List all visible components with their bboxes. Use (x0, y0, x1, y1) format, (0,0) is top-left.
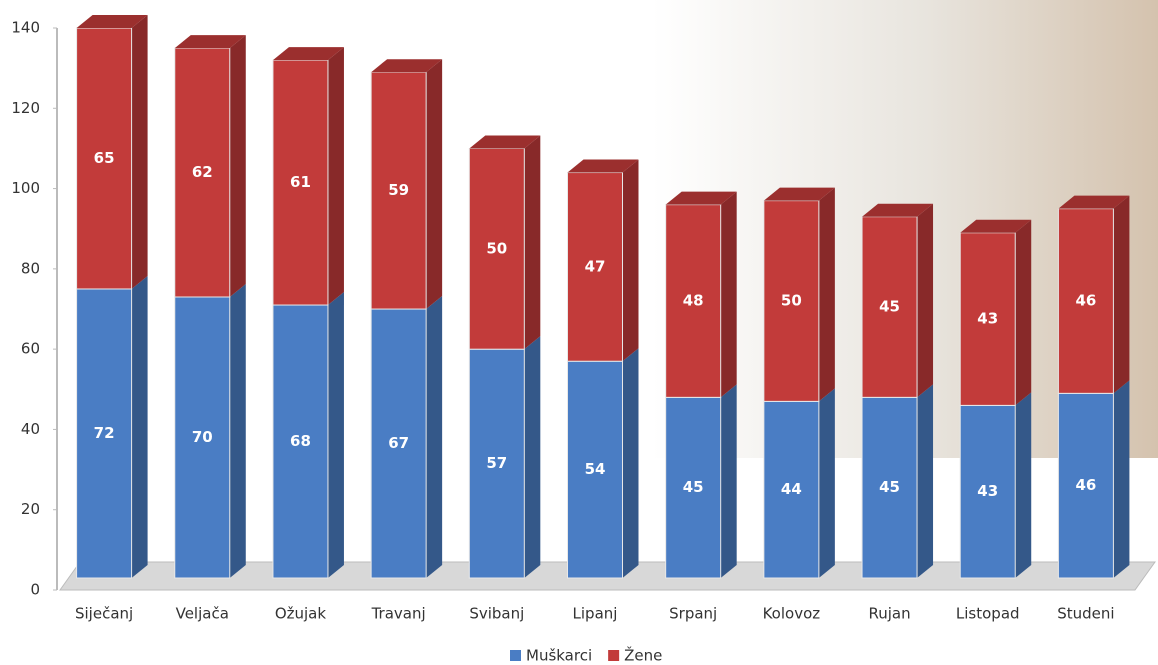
value-label: 54 (585, 460, 606, 478)
bar-top (371, 59, 443, 73)
value-label: 59 (388, 181, 409, 199)
value-label: 46 (1075, 292, 1096, 310)
x-tick-label: Rujan (868, 605, 910, 623)
bar (174, 47, 231, 298)
bar-side (229, 284, 246, 578)
bar-side (1113, 380, 1130, 578)
x-tick-label: Studeni (1057, 605, 1114, 623)
bar-side (426, 59, 443, 310)
value-label: 45 (879, 298, 900, 316)
bar-top (272, 47, 344, 61)
bar (272, 59, 329, 306)
value-label: 57 (486, 454, 507, 472)
value-label: 48 (683, 292, 704, 310)
x-tick-label: Siječanj (75, 605, 133, 623)
value-label: 50 (486, 239, 507, 257)
value-label: 47 (585, 257, 606, 275)
y-tick-label: 120 (11, 99, 40, 117)
bar-side (426, 296, 443, 578)
bar-side (622, 348, 639, 578)
bar-top (960, 219, 1032, 233)
value-label: 72 (94, 424, 115, 442)
bar-top (567, 159, 639, 173)
bar-side (917, 203, 934, 398)
value-label: 67 (388, 434, 409, 452)
x-tick-label: Lipanj (573, 605, 618, 623)
bar-side (720, 384, 737, 578)
y-tick-label: 60 (21, 340, 40, 358)
value-label: 45 (879, 478, 900, 496)
value-label: 61 (290, 173, 311, 191)
legend-swatch (608, 650, 620, 661)
bar (763, 400, 820, 579)
bar (76, 288, 133, 579)
x-tick-label: Ožujak (275, 605, 327, 623)
x-tick-label: Veljača (176, 605, 229, 623)
bar (861, 216, 918, 398)
bar-top (469, 135, 541, 149)
bar (861, 396, 918, 579)
value-label: 65 (94, 149, 115, 167)
bar-top (174, 35, 246, 49)
bar (1057, 208, 1114, 394)
x-tick-label: Listopad (956, 605, 1020, 623)
bar (468, 147, 525, 350)
bar (468, 348, 525, 579)
bar-side (229, 35, 246, 297)
value-label: 62 (192, 163, 213, 181)
bar-side (818, 388, 835, 578)
value-label: 50 (781, 292, 802, 310)
value-label: 43 (977, 310, 998, 328)
bar (370, 71, 427, 310)
value-label: 46 (1075, 476, 1096, 494)
bar-side (1113, 195, 1130, 394)
value-label: 44 (781, 480, 802, 498)
value-label: 45 (683, 478, 704, 496)
y-tick-label: 20 (21, 500, 40, 518)
x-tick-label: Svibanj (469, 605, 524, 623)
bar-side (917, 384, 934, 578)
bar-top (862, 203, 934, 217)
bar-side (524, 135, 541, 350)
bar-side (131, 15, 148, 289)
bar-top (665, 191, 737, 205)
bar (1057, 392, 1114, 579)
bar-top (763, 187, 835, 201)
bar (272, 304, 329, 579)
y-tick-label: 40 (21, 420, 40, 438)
bar-side (818, 187, 835, 402)
bar (959, 404, 1016, 579)
x-tick-label: Kolovoz (763, 605, 821, 623)
legend-label: Muškarci (526, 647, 592, 665)
bar (763, 200, 820, 402)
y-tick-label: 0 (30, 581, 40, 599)
bar (959, 232, 1016, 406)
bar-side (131, 275, 148, 578)
y-tick-label: 140 (11, 19, 40, 37)
bar-side (524, 336, 541, 578)
legend-label: Žene (624, 646, 662, 665)
y-tick-label: 100 (11, 179, 40, 197)
value-label: 43 (977, 482, 998, 500)
value-label: 68 (290, 432, 311, 450)
bar-side (327, 47, 344, 306)
bar (665, 204, 722, 398)
x-tick-label: Srpanj (669, 605, 717, 623)
bar-side (622, 159, 639, 362)
bar-side (327, 292, 344, 578)
bar-side (1015, 219, 1032, 406)
bar-top (1058, 195, 1130, 209)
bar (665, 396, 722, 579)
y-tick-label: 80 (21, 259, 40, 277)
legend-swatch (510, 650, 521, 661)
bar-top (76, 15, 148, 29)
value-label: 70 (192, 428, 213, 446)
x-tick-label: Travanj (371, 605, 426, 623)
bar-side (720, 191, 737, 398)
bar-side (1015, 392, 1032, 578)
bar (370, 308, 427, 579)
